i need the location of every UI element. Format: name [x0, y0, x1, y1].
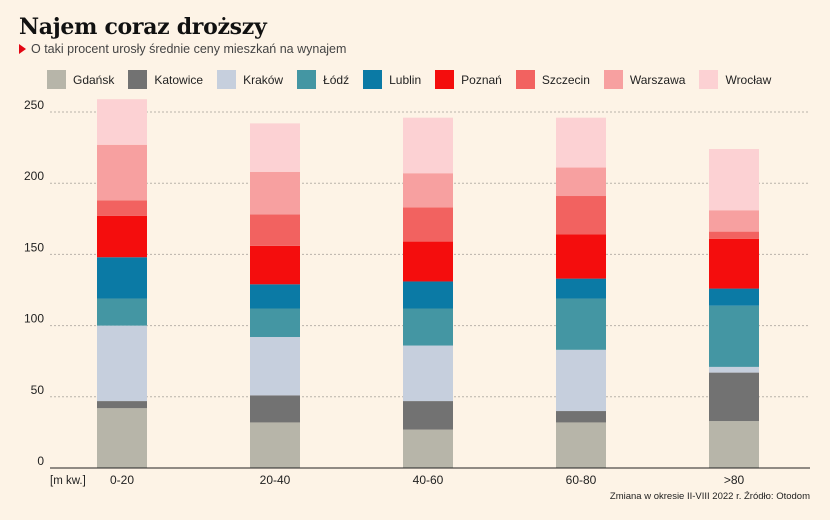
bar-segment: [403, 345, 453, 402]
x-tick-label: 40-60: [413, 473, 444, 487]
y-tick-label: 200: [24, 169, 44, 183]
bar-segment: [709, 149, 759, 211]
legend-swatch: [363, 70, 383, 89]
bar-segment: [250, 308, 300, 337]
triangle-marker-icon: [19, 44, 26, 54]
bar-segment: [97, 144, 147, 201]
bar-segment: [97, 200, 147, 216]
x-tick-label: >80: [724, 473, 745, 487]
bar-segment: [556, 234, 606, 279]
bar-segment: [403, 281, 453, 309]
legend-swatch: [515, 70, 535, 89]
bar-segment: [709, 372, 759, 422]
bar-segment: [556, 278, 606, 299]
x-tick-label: 0-20: [110, 473, 134, 487]
y-tick-label: 250: [24, 98, 44, 112]
legend-item: Gdańsk: [47, 70, 114, 89]
bar-segment: [250, 171, 300, 215]
legend-label: Gdańsk: [73, 72, 115, 87]
legend-swatch: [435, 70, 455, 89]
bar-segment: [97, 257, 147, 299]
bar-segment: [556, 298, 606, 350]
chart-title: Najem coraz droższy: [19, 14, 267, 40]
bar-segment: [97, 298, 147, 326]
bar-segment: [556, 411, 606, 423]
bar-segment: [97, 215, 147, 258]
bar-segment: [709, 421, 759, 468]
bar-segment: [709, 305, 759, 367]
bar-segment: [97, 325, 147, 402]
bar-segment: [403, 308, 453, 346]
legend-swatch: [603, 70, 623, 89]
legend-swatch: [297, 70, 317, 89]
x-tick-label: 60-80: [566, 473, 597, 487]
x-tick-label: 20-40: [260, 473, 291, 487]
legend-item: Katowice: [128, 70, 203, 89]
legend-swatch: [699, 70, 719, 89]
legend-item: Lublin: [363, 70, 421, 89]
legend-swatch: [217, 70, 237, 89]
bar-segment: [556, 196, 606, 235]
legend-item: Łódź: [297, 70, 349, 89]
legend-item: Poznań: [435, 70, 502, 89]
legend-label: Łódź: [323, 72, 350, 87]
legend-swatch: [47, 70, 66, 89]
legend-item: Szczecin: [515, 70, 590, 89]
y-tick-label: 0: [37, 454, 44, 468]
bar-segment: [403, 207, 453, 242]
legend-label: Wrocław: [725, 72, 772, 87]
bar-segment: [403, 401, 453, 430]
legend-label: Katowice: [154, 72, 204, 87]
source-note: Zmiana w okresie II-VIII 2022 r. Źródło:…: [609, 491, 810, 502]
bar-segment: [97, 401, 147, 409]
bar-segment: [250, 395, 300, 423]
legend-label: Szczecin: [541, 72, 590, 87]
chart-subtitle: O taki procent urosły średnie ceny miesz…: [19, 42, 346, 56]
bar-segment: [709, 238, 759, 289]
bar-segment: [556, 349, 606, 412]
bar-segment: [709, 366, 759, 373]
bar-segment: [97, 408, 147, 468]
bar-segment: [556, 117, 606, 168]
y-tick-label: 150: [24, 240, 44, 254]
legend-swatch: [128, 70, 148, 89]
legend-label: Lublin: [389, 72, 422, 87]
bar-segment: [556, 422, 606, 468]
bar-segment: [709, 288, 759, 306]
chart-legend: Gdańsk Katowice Kraków Łódź Lublin Poznań Szcz…: [47, 70, 785, 89]
legend-item: Wrocław: [699, 70, 771, 89]
bar-segment: [403, 429, 453, 468]
bar-segment: [403, 173, 453, 208]
legend-label: Kraków: [243, 72, 284, 87]
bar-segment: [403, 241, 453, 282]
legend-label: Warszawa: [629, 72, 686, 87]
bar-segment: [250, 214, 300, 246]
bar-segment: [250, 336, 300, 396]
bar-segment: [97, 99, 147, 145]
bar-segment: [709, 210, 759, 232]
y-tick-label: 100: [24, 312, 44, 326]
bar-segment: [250, 123, 300, 172]
bar-segment: [250, 284, 300, 309]
bar-segment: [709, 231, 759, 239]
bar-segment: [250, 422, 300, 468]
bar-segment: [556, 167, 606, 197]
bar-segment: [403, 117, 453, 174]
bar-segment: [250, 245, 300, 285]
legend-label: Poznań: [461, 72, 502, 87]
y-tick-label: 50: [31, 383, 45, 397]
x-unit-label: [m kw.]: [50, 475, 86, 487]
chart-subtitle-text: O taki procent urosły średnie ceny miesz…: [31, 42, 347, 56]
legend-item: Warszawa: [603, 70, 686, 89]
legend-item: Kraków: [217, 70, 283, 89]
